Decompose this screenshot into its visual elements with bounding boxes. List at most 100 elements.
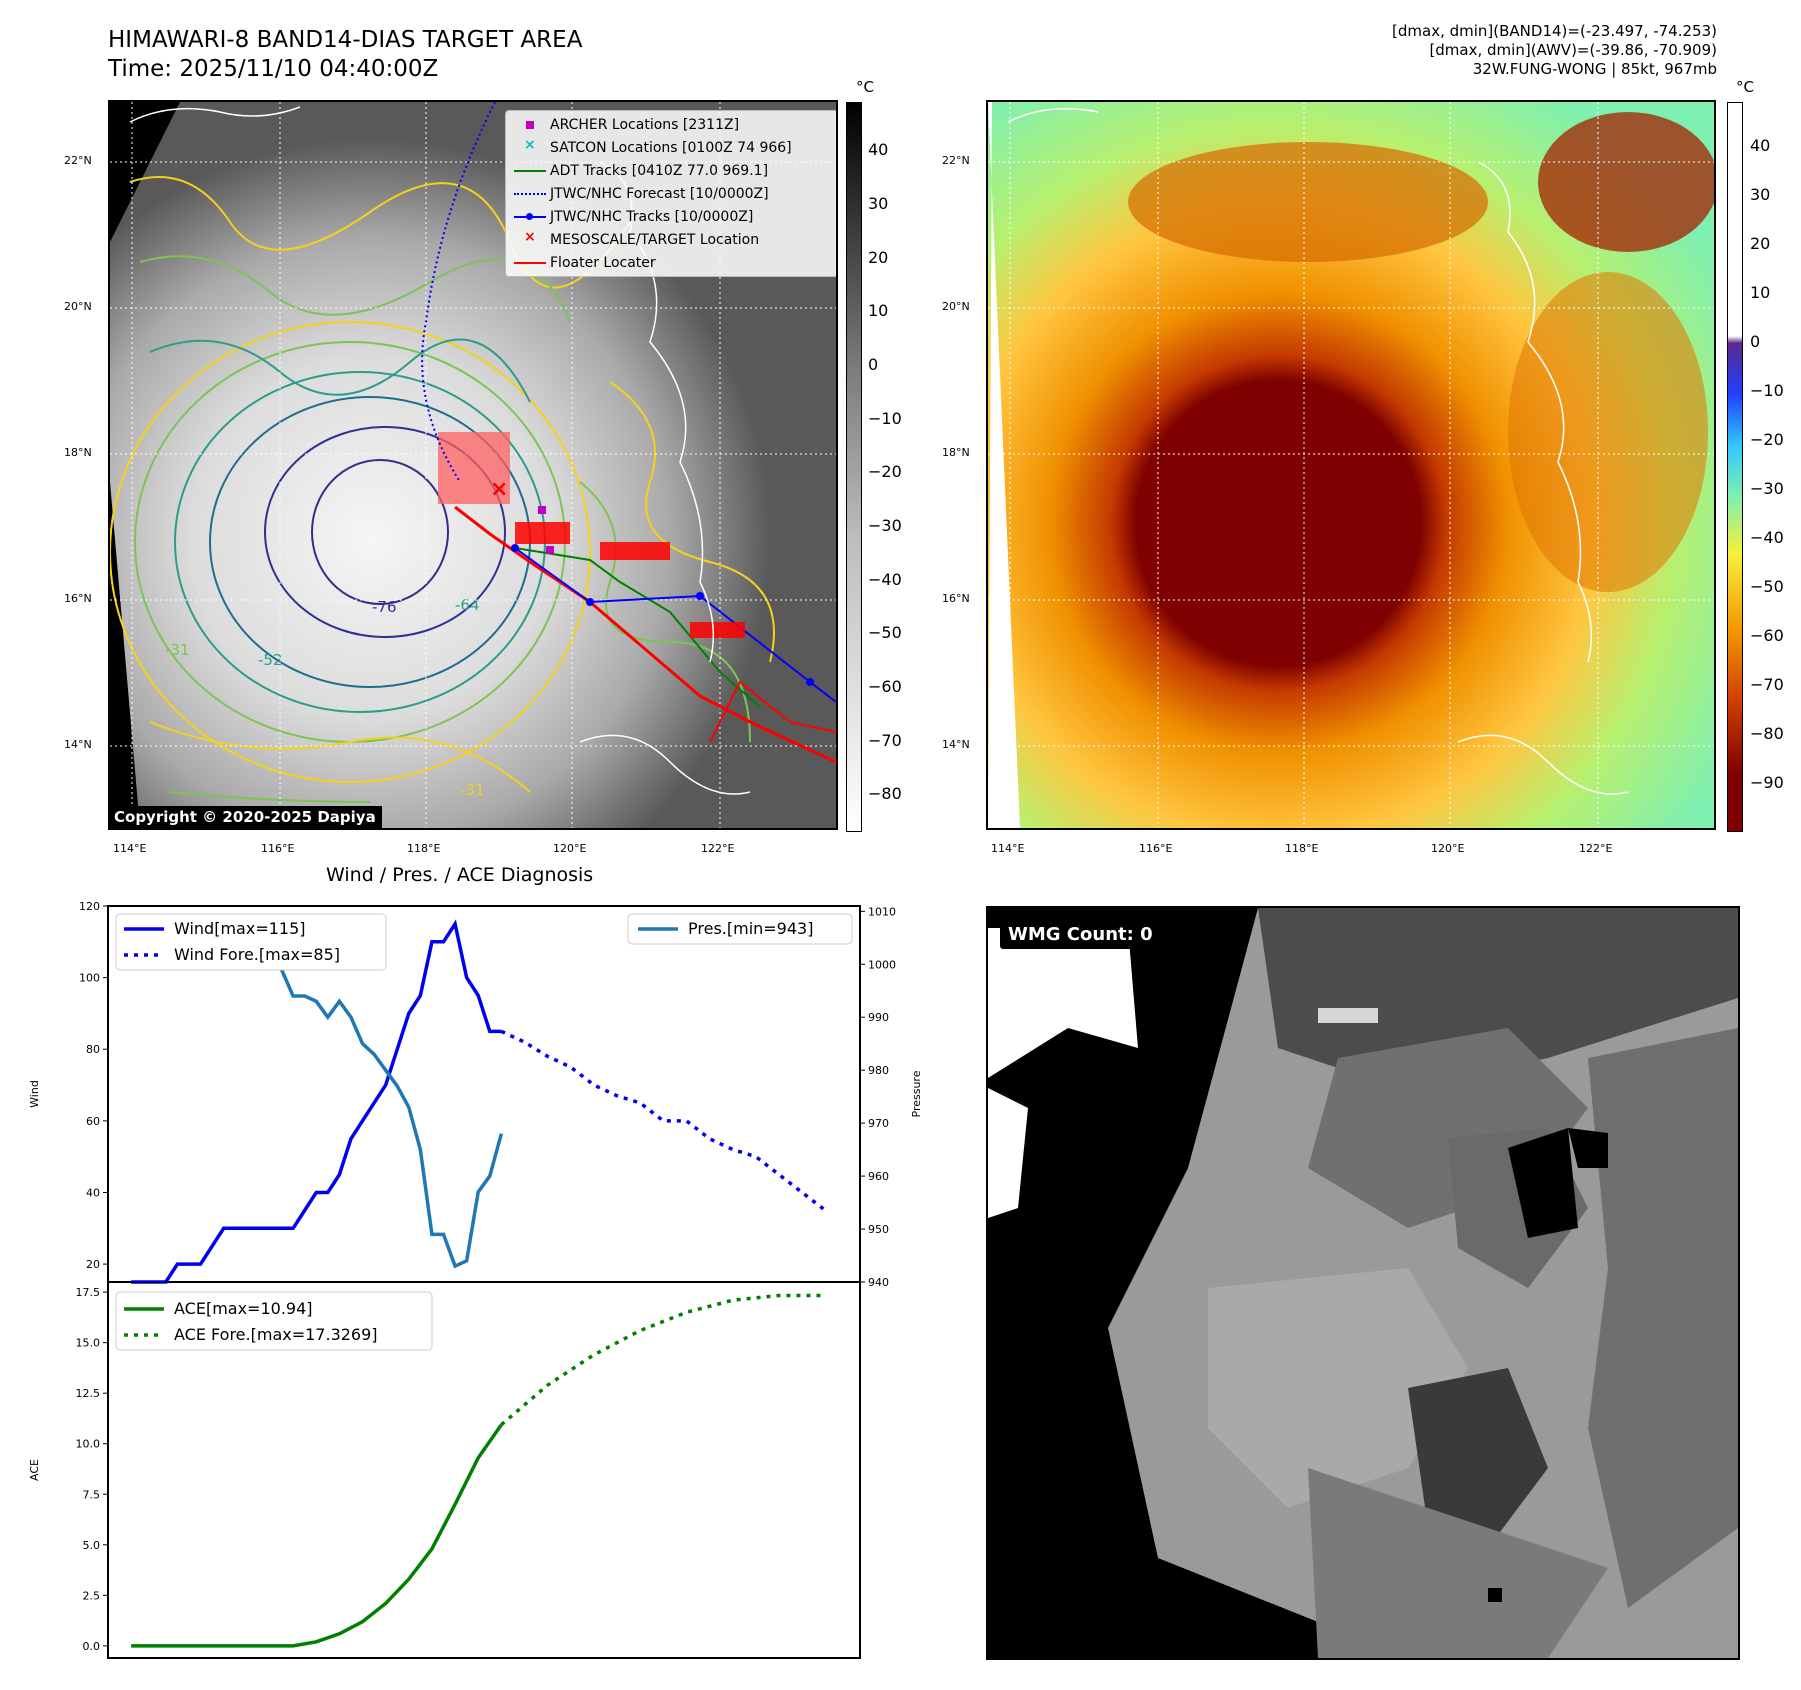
ace-series-line-0 [131,1423,503,1648]
wmg-count-badge: WMG Count: 0 [1000,920,1161,949]
lon-label-118: 118°E [407,842,441,855]
legend-jtwc-forecast: JTWC/NHC Forecast [10/0000Z] [510,182,835,205]
lon-label-116: 116°E [261,842,295,855]
wind-ytick-label-5: 20 [86,1258,100,1271]
awv-lat-label-16: 16°N [942,592,970,605]
info-line-3: 32W.FUNG-WONG | 85kt, 967mb [1472,60,1717,78]
pres-ytick-label-2: 990 [868,1011,889,1024]
info-line-1: [dmax, dmin](BAND14)=(-23.497, -74.253) [1392,22,1717,40]
ace-legend-box [115,1291,433,1351]
colorbar-awv-tick-8: −40 [1750,528,1784,548]
colorbar-gray [846,102,862,832]
colorbar-awv-tick-11: −70 [1750,675,1784,695]
ace-series-line-1 [500,1293,826,1427]
colorbar-awv-tick-0: 40 [1750,136,1771,156]
awv-lon-label-122: 122°E [1579,842,1613,855]
wind-pressure-chart: 120 100 80 60 40 20 1010 1000 990 980 970 960 950 940… [28,900,923,1289]
wind-legend-box [115,913,387,971]
forecast-track [421,102,496,483]
map-legend: ARCHER Locations [2311Z] × SATCON Locati… [505,110,836,277]
colorbar-gray-tick-8: −40 [868,569,902,589]
lat-label-22: 22°N [64,154,92,167]
pres-legend-label: Pres.[min=943] [688,919,813,938]
awv-map-panel [986,100,1716,830]
colorbar-gray-tick-3: 10 [868,301,889,321]
legend-target: × MESOSCALE/TARGET Location [524,229,760,248]
ir-map-panel: -31 -52 -64 -76 -31 [108,100,838,830]
colorbar-gray-tick-11: −70 [868,730,902,750]
pres-ytick-label-6: 950 [868,1223,889,1236]
copyright-badge: Copyright © 2020-2025 Dapiya [108,806,382,828]
wind-ytick-label-4: 40 [86,1186,100,1199]
colorbar-awv-tick-4: 0 [1750,332,1761,352]
colorbar-gray-tick-2: 20 [868,247,889,267]
figure-title: HIMAWARI-8 BAND14-DIAS TARGET AREA Time:… [108,26,582,84]
legend-jtwc-tracks: JTWC/NHC Tracks [10/0000Z] [510,205,835,228]
colorbar-awv-tick-1: 30 [1750,185,1771,205]
wind-ytick-label-2: 80 [86,1043,100,1056]
lon-label-122: 122°E [701,842,735,855]
ace-chart: 17.5 15.0 12.5 10.0 7.5 5.0 2.5 0.0 ACE ACE[max=1… [28,1282,861,1659]
archer-marker [538,506,546,514]
colorbar-awv-tick-13: −90 [1750,773,1784,792]
adt-track [514,547,761,708]
ace-ytick-label-6: 2.5 [83,1589,101,1602]
ace-ytick-label-0: 17.5 [76,1286,101,1299]
pres-legend-box [627,913,853,945]
title-line-2: Time: 2025/11/10 04:40:00Z [108,56,439,82]
title-line-1: HIMAWARI-8 BAND14-DIAS TARGET AREA [108,27,583,53]
lat-label-18: 18°N [64,446,92,459]
wind-ytick-label-1: 100 [79,972,100,985]
ace-ytick-label-7: 0.0 [83,1640,101,1653]
colorbar-awv-tick-10: −60 [1750,626,1784,646]
wmg-panel [986,906,1740,1660]
colorbar-awv-tick-7: −30 [1750,479,1784,499]
awv-lat-label-18: 18°N [942,446,970,459]
awv-lon-label-120: 120°E [1431,842,1465,855]
series-line-wind-fore- [500,1029,827,1212]
target-area-box [438,432,510,504]
wind-ytick-label-0: 120 [79,900,100,913]
awv-lon-label-118: 118°E [1285,842,1319,855]
colorbar-gray-tick-4: 0 [868,355,879,374]
colorbar-awv-tick-12: −80 [1750,724,1784,743]
colorbar-gray-tick-12: −80 [868,784,902,804]
colorbar-gray-tick-7: −30 [868,516,902,536]
diagnosis-title: Wind / Pres. / ACE Diagnosis [326,864,594,886]
colorbar-gray-tick-1: 30 [868,193,889,213]
pres-ytick-label-7: 940 [868,1276,889,1289]
colorbar-gray-tick-0: 40 [868,140,889,160]
archer-marker-2 [546,546,554,554]
wmg-image [988,908,1738,1658]
colorbar-awv [1727,102,1743,832]
contour-label-4: -76 [372,598,397,616]
contour-label-1: -31 [165,641,190,659]
ace-legend-label-0: ACE[max=10.94] [174,1299,313,1318]
legend-archer: ARCHER Locations [2311Z] [510,113,835,136]
ace-ytick-label-2: 12.5 [76,1387,101,1400]
pres-ytick-label-1: 1000 [868,958,896,971]
ace-legend-label-1: ACE Fore.[max=17.3269] [174,1325,378,1344]
ace-axis-label: ACE [28,1459,41,1481]
legend-adt: ADT Tracks [0410Z 77.0 969.1] [510,159,835,182]
ace-ytick-label-3: 10.0 [76,1438,101,1451]
lat-label-14: 14°N [64,738,92,751]
wind-ytick-label-3: 60 [86,1115,100,1128]
colorbar-awv-tick-2: 20 [1750,234,1771,254]
wind-axis-label: Wind [28,1080,41,1108]
awv-lon-label-114: 114°E [991,842,1025,855]
pres-ytick-label-4: 970 [868,1117,889,1130]
awv-map [988,102,1714,828]
legend-satcon: × SATCON Locations [0100Z 74 966] [524,137,792,156]
colorbar-gray-tick-5: −10 [868,408,902,428]
lon-label-114: 114°E [113,842,147,855]
figure-info: [dmax, dmin](BAND14)=(-23.497, -74.253) … [1392,22,1717,79]
ace-ytick-label-4: 7.5 [83,1488,101,1501]
target-marker: × [490,477,508,502]
ace-ytick-label-5: 5.0 [83,1539,101,1552]
contour-label-5: -31 [460,781,485,799]
pressure-axis-label: Pressure [910,1070,923,1117]
colorbar-awv-tick-9: −50 [1750,577,1784,597]
lat-label-16: 16°N [64,592,92,605]
ace-ytick-label-1: 15.0 [76,1337,101,1350]
